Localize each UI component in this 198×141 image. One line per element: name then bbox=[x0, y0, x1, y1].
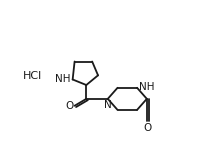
Text: N: N bbox=[104, 100, 112, 110]
Text: NH: NH bbox=[139, 82, 154, 92]
Text: O: O bbox=[144, 123, 152, 133]
Text: O: O bbox=[66, 101, 74, 111]
Text: NH: NH bbox=[55, 74, 71, 84]
Text: HCl: HCl bbox=[23, 71, 42, 81]
